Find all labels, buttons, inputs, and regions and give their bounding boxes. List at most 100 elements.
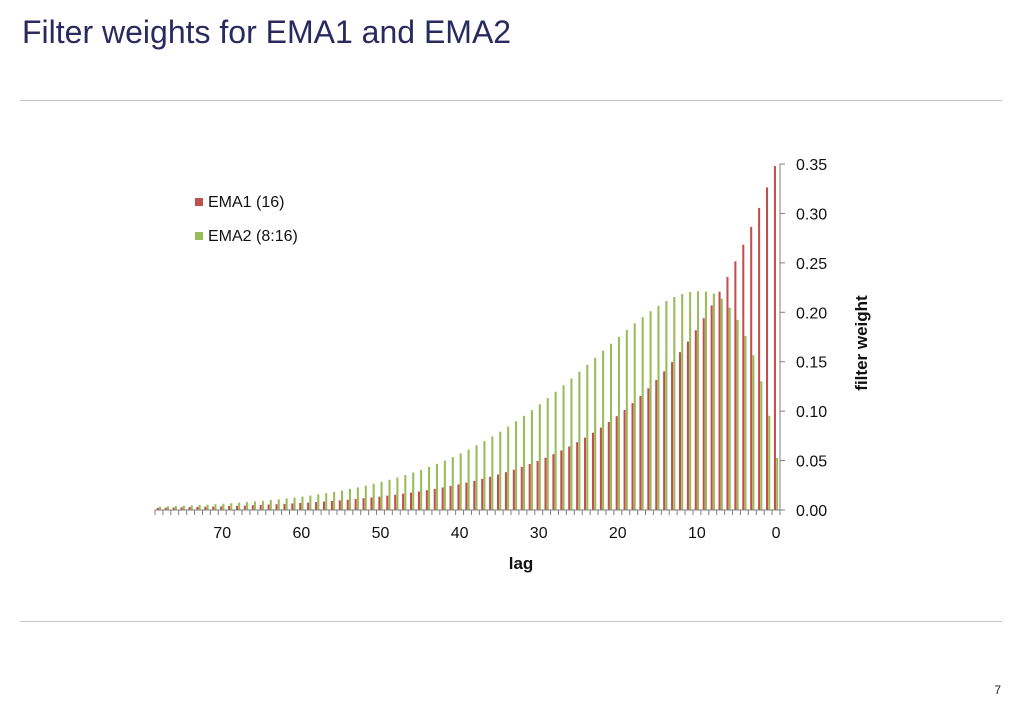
ema1-bar bbox=[362, 498, 365, 510]
ema2-bar bbox=[617, 336, 620, 510]
ema1-bar bbox=[544, 457, 547, 510]
ema1-bar bbox=[671, 362, 674, 510]
top-divider bbox=[20, 100, 1002, 101]
ema1-bar bbox=[204, 506, 207, 510]
ema2-bar bbox=[467, 449, 470, 510]
y-tick-label: 0.15 bbox=[796, 355, 827, 372]
ema1-bar bbox=[584, 437, 587, 510]
ema2-bar bbox=[309, 495, 312, 510]
ema1-bar bbox=[235, 505, 238, 510]
ema1-bar bbox=[346, 499, 349, 510]
ema2-bar bbox=[364, 485, 367, 510]
ema2-bar bbox=[182, 505, 185, 510]
ema2-bar bbox=[428, 466, 431, 510]
ema1-bar bbox=[726, 276, 729, 510]
ema1-bar bbox=[615, 416, 618, 510]
y-axis-title: filter weight bbox=[852, 295, 871, 391]
ema1-bar bbox=[338, 500, 341, 510]
ema2-bar bbox=[712, 293, 715, 510]
ema1-bar bbox=[481, 478, 484, 510]
x-tick-label: 20 bbox=[609, 525, 627, 542]
ema1-bar bbox=[599, 427, 602, 510]
ema1-bar bbox=[322, 501, 326, 510]
x-tick-label: 30 bbox=[530, 525, 548, 542]
ema2-bar bbox=[214, 504, 217, 510]
ema1-bar bbox=[702, 318, 705, 510]
ema2-bar bbox=[388, 479, 391, 510]
ema1-bar bbox=[259, 504, 262, 510]
ema1-bar bbox=[267, 504, 270, 510]
ema1-bar bbox=[243, 505, 246, 510]
ema2-bar bbox=[380, 481, 383, 510]
ema1-bar bbox=[441, 487, 444, 510]
ema2-bar bbox=[277, 499, 280, 510]
ema2-bar bbox=[665, 301, 668, 510]
ema2-bar bbox=[230, 503, 233, 510]
x-tick-label: 50 bbox=[372, 525, 390, 542]
legend-item-ema2-label: EMA2 (8:16) bbox=[208, 228, 298, 245]
ema2-bar bbox=[609, 343, 613, 510]
ema2-bar bbox=[752, 355, 755, 510]
ema2-bar bbox=[253, 501, 257, 510]
x-tick-label: 0 bbox=[772, 525, 781, 542]
y-tick-label: 0.00 bbox=[796, 503, 827, 520]
ema2-bar bbox=[728, 307, 731, 510]
ema2-bar bbox=[602, 350, 605, 510]
ema1-bar bbox=[433, 488, 436, 510]
ema2-bar bbox=[681, 294, 684, 510]
page-number: 7 bbox=[994, 683, 1001, 697]
ema2-bar bbox=[166, 506, 170, 510]
ema1-bar bbox=[520, 466, 523, 510]
ema2-bar bbox=[301, 496, 304, 510]
legend-item-ema1-swatch bbox=[195, 198, 203, 206]
ema1-bar bbox=[307, 502, 310, 510]
y-tick-label: 0.20 bbox=[796, 305, 827, 322]
ema1-bar bbox=[283, 503, 286, 510]
ema2-bar bbox=[174, 506, 177, 510]
ema2-bar bbox=[206, 504, 209, 510]
slide-title: Filter weights for EMA1 and EMA2 bbox=[22, 14, 512, 50]
ema2-bar bbox=[222, 503, 225, 510]
ema2-bar bbox=[499, 431, 502, 510]
ema1-bar bbox=[172, 507, 175, 510]
ema1-bar bbox=[576, 442, 579, 510]
ema1-bar bbox=[647, 388, 650, 510]
ema1-bar bbox=[655, 380, 658, 510]
ema2-bar bbox=[586, 364, 589, 510]
ema1-bar bbox=[591, 432, 595, 510]
ema2-bar bbox=[325, 493, 328, 510]
y-tick-label: 0.35 bbox=[796, 157, 827, 174]
ema1-bar bbox=[552, 454, 555, 510]
ema1-bar bbox=[425, 490, 428, 510]
ema2-bar bbox=[420, 469, 423, 510]
ema2-bar bbox=[546, 398, 549, 510]
ema2-bar bbox=[372, 483, 375, 510]
ema2-bar bbox=[356, 487, 359, 510]
ema1-bar bbox=[560, 450, 563, 510]
ema2-bar bbox=[649, 311, 652, 510]
ema1-bar bbox=[686, 341, 689, 510]
ema1-bar bbox=[750, 226, 753, 510]
ema1-bar bbox=[694, 330, 697, 510]
ema2-bar bbox=[515, 421, 518, 510]
ema1-bar bbox=[315, 502, 318, 510]
y-tick-label: 0.10 bbox=[796, 404, 827, 421]
ema2-bar bbox=[451, 457, 454, 510]
ema1-bar bbox=[631, 403, 634, 510]
ema2-bar bbox=[246, 502, 249, 510]
ema1-bar bbox=[528, 464, 531, 510]
ema1-bar bbox=[758, 207, 761, 510]
ema1-bar bbox=[354, 499, 357, 510]
ema1-bar bbox=[188, 507, 191, 510]
ema2-bar bbox=[293, 497, 296, 510]
ema1-bar bbox=[639, 395, 642, 510]
legend-item-ema2-swatch bbox=[195, 232, 203, 240]
ema2-bar bbox=[625, 329, 628, 510]
ema1-bar bbox=[330, 500, 333, 510]
ema2-bar bbox=[317, 494, 320, 510]
ema2-bar bbox=[538, 404, 541, 510]
ema2-bar bbox=[768, 415, 771, 510]
ema2-bar bbox=[522, 415, 526, 510]
ema1-bar bbox=[497, 474, 500, 510]
